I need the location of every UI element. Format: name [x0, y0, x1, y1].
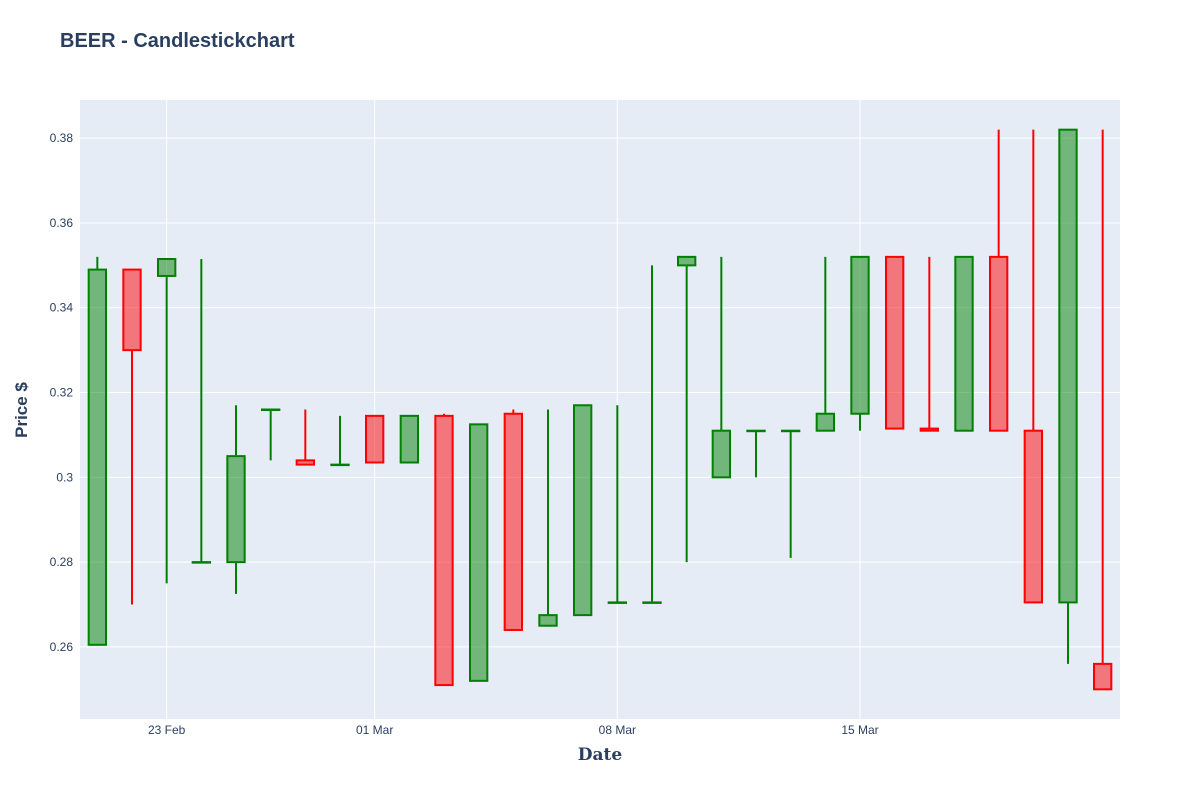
candle-decreasing[interactable] [503, 409, 523, 631]
candle-increasing[interactable] [330, 415, 350, 467]
y-tick-label: 0.28 [50, 555, 74, 569]
candle-body [469, 423, 489, 682]
plot-background [80, 100, 1120, 719]
candle-decreasing[interactable] [1093, 129, 1113, 691]
candle-body [781, 429, 801, 433]
y-tick-label: 0.38 [50, 131, 74, 145]
candle-increasing[interactable] [469, 423, 489, 682]
x-tick-label: 01 Mar [356, 723, 393, 737]
candle-body [1058, 128, 1078, 604]
candle-body [1023, 429, 1043, 604]
candle-body [191, 561, 212, 564]
candle-body [399, 414, 419, 464]
candle-body [607, 601, 628, 604]
y-tick-label: 0.3 [56, 470, 73, 484]
candle-increasing[interactable] [711, 256, 732, 479]
candle-body [885, 255, 905, 430]
x-tick-label: 08 Mar [599, 723, 636, 737]
y-tick-label: 0.26 [50, 640, 74, 654]
candle-body [954, 255, 974, 432]
grid-lines [80, 100, 1120, 719]
candle-increasing[interactable] [399, 414, 419, 464]
candle-body [295, 459, 315, 466]
x-axis-title: Date [577, 745, 623, 765]
y-tick-label: 0.32 [50, 386, 74, 400]
candle-body [1093, 662, 1113, 691]
candle-increasing[interactable] [781, 429, 801, 558]
candle-body [122, 268, 142, 352]
candle-decreasing[interactable] [122, 268, 142, 605]
candle-increasing[interactable] [850, 255, 870, 431]
candle-increasing[interactable] [607, 405, 628, 604]
candle-increasing[interactable] [954, 255, 974, 432]
candle-body [365, 414, 385, 464]
candle-body [434, 414, 454, 687]
candle-body [330, 463, 350, 467]
x-tick-label: 23 Feb [148, 723, 186, 737]
candle-decreasing[interactable] [365, 414, 385, 464]
y-axis-ticks: 0.26 0.28 0.3 0.32 0.34 0.36 0.38 [50, 131, 74, 654]
candle-body [226, 455, 246, 564]
y-tick-label: 0.34 [50, 301, 74, 315]
candle-body [503, 412, 523, 631]
candle-body [746, 429, 766, 433]
candle-increasing[interactable] [746, 429, 766, 478]
candle-increasing[interactable] [261, 408, 281, 461]
candle-increasing[interactable] [815, 256, 836, 432]
candle-increasing[interactable] [157, 257, 177, 584]
candle-body [850, 255, 870, 415]
candle-decreasing[interactable] [989, 129, 1009, 432]
candle-body [157, 257, 177, 277]
candle-body [573, 404, 593, 617]
candle-body [815, 412, 836, 432]
candle-decreasing[interactable] [434, 413, 454, 687]
x-axis-ticks: 23 Feb 01 Mar 08 Mar 15 Mar [148, 723, 879, 737]
candle-body [87, 268, 107, 646]
candle-body [711, 429, 732, 479]
chart-title: BEER - Candlestickchart [60, 30, 295, 52]
candle-increasing[interactable] [573, 404, 593, 617]
candle-body [677, 255, 697, 267]
candle-decreasing[interactable] [295, 409, 315, 466]
candles [87, 128, 1113, 691]
candle-body [989, 255, 1009, 432]
candle-body [919, 427, 940, 432]
y-tick-label: 0.36 [50, 216, 74, 230]
candle-increasing[interactable] [538, 409, 558, 627]
candle-body [261, 408, 281, 411]
candle-increasing[interactable] [226, 405, 246, 594]
candle-body [642, 601, 662, 604]
candle-decreasing[interactable] [885, 255, 905, 430]
candle-increasing[interactable] [1058, 128, 1078, 664]
candle-increasing[interactable] [87, 256, 107, 646]
candle-increasing[interactable] [642, 265, 662, 604]
y-axis-title: Price $ [12, 382, 31, 438]
x-tick-label: 15 Mar [841, 723, 878, 737]
candle-decreasing[interactable] [919, 256, 940, 432]
candle-increasing[interactable] [191, 258, 212, 564]
candle-increasing[interactable] [677, 255, 697, 563]
candle-decreasing[interactable] [1023, 129, 1043, 604]
candle-body [538, 614, 558, 627]
